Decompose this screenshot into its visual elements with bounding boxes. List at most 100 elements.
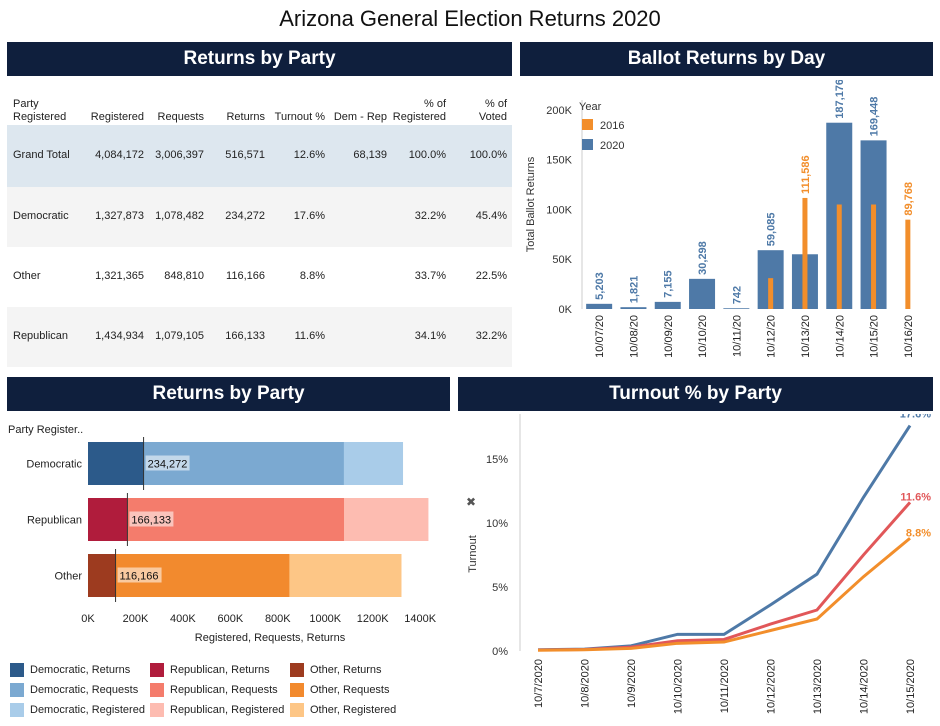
legend-swatch	[290, 703, 304, 717]
table-cell-turnout: 8.8%	[299, 270, 325, 282]
legend-title: Year	[579, 101, 602, 113]
legend-item: Democratic, Registered	[10, 703, 145, 717]
series-end-label: 17.6%	[900, 414, 931, 421]
y-tick-label: 0K	[559, 304, 573, 316]
y-tick-label: 100K	[546, 204, 572, 216]
legend-item: Other, Registered	[290, 703, 396, 717]
legend-swatch	[150, 663, 164, 677]
legend-item: Democratic, Requests	[10, 683, 138, 697]
bar-label-2020: 7,155	[663, 270, 675, 298]
table-header-returns: Returns	[226, 111, 265, 123]
legend-item: Democratic, Returns	[10, 663, 130, 677]
table-cell-pct-voted: 45.4%	[475, 210, 507, 222]
legend-label: Democratic, Returns	[30, 664, 131, 676]
table-row: Republican 1,434,934 1,079,105 166,133 11.6%…	[7, 307, 512, 367]
data-label-bg	[117, 567, 162, 583]
category-label: Other	[54, 571, 82, 583]
bar-2016	[802, 197, 808, 309]
table-cell-returns: 116,166	[226, 270, 265, 282]
bar-label-2020: 169,448	[869, 97, 881, 137]
table-cell-registered: 1,321,365	[95, 270, 144, 282]
x-tick-label: 10/14/20	[834, 315, 846, 358]
table-cell-party: Grand Total	[13, 149, 70, 161]
legend-label: Republican, Requests	[170, 684, 278, 696]
table-cell-registered: 1,434,934	[95, 330, 144, 342]
x-tick-label: 400K	[170, 613, 196, 625]
table-cell-party: Republican	[13, 330, 69, 342]
x-tick-label: 0K	[81, 613, 95, 625]
bar-label-2020: 59,085	[766, 213, 778, 247]
table-cell-pct-voted: 100.0%	[469, 149, 507, 161]
legend-label-2016: 2016	[600, 120, 624, 132]
bar-2020	[723, 308, 750, 309]
x-tick-label: 600K	[217, 613, 243, 625]
legend-item: Other, Requests	[290, 683, 390, 697]
x-tick-label: 10/08/20	[628, 315, 640, 358]
bar-2020	[620, 307, 647, 309]
data-label-returns: 166,133	[131, 515, 171, 527]
bar-label-2016: 89,768	[903, 182, 915, 216]
x-tick-label: 10/11/20	[731, 315, 743, 357]
legend-swatch	[10, 703, 24, 717]
x-tick-label: 10/15/20	[869, 315, 881, 358]
legend-swatch	[10, 663, 24, 677]
y-tick-label: 15%	[486, 454, 508, 466]
x-tick-label: 10/12/2020	[766, 659, 778, 714]
x-tick-label: 10/13/20	[800, 315, 812, 358]
y-tick-label: 150K	[546, 155, 572, 167]
legend-label: Democratic, Requests	[30, 684, 139, 696]
x-tick-label: 10/14/2020	[859, 659, 871, 714]
bar-label-2020: 1,821	[628, 276, 640, 304]
bar-2020	[586, 303, 613, 309]
bar-2020	[654, 301, 681, 309]
table-cell-turnout: 17.6%	[293, 210, 325, 222]
legend-item: Republican, Returns	[150, 663, 270, 677]
legend-item: Republican, Registered	[150, 703, 284, 717]
table-cell-dem-rep: 68,139	[353, 149, 387, 161]
x-tick-label: 10/10/2020	[673, 659, 685, 714]
x-tick-label: 1400K	[404, 613, 436, 625]
legend-label: Republican, Returns	[170, 664, 270, 676]
bar-label-2020: 30,298	[697, 241, 709, 275]
y-axis-title: Total Ballot Returns	[525, 156, 537, 252]
bar-returns	[88, 554, 116, 597]
bar-2020	[689, 278, 716, 309]
series-end-label: 11.6%	[900, 491, 931, 503]
legend-label: Other, Requests	[310, 684, 390, 696]
table-row: Grand Total 4,084,172 3,006,397 516,571 12.6…	[7, 125, 512, 188]
row-header-label: Party Register..	[8, 424, 83, 436]
category-label: Republican	[27, 515, 82, 527]
bar-returns	[88, 498, 128, 541]
returns-table-banner: Returns by Party	[7, 42, 512, 76]
pin-icon: ✖	[466, 495, 476, 509]
x-tick-label: 10/12/20	[766, 315, 778, 358]
table-cell-turnout: 11.6%	[294, 330, 325, 342]
x-tick-label: 10/09/20	[663, 315, 675, 358]
y-tick-label: 50K	[552, 254, 572, 266]
x-tick-label: 10/8/2020	[580, 659, 592, 708]
table-cell-turnout: 12.6%	[293, 149, 325, 161]
series-line	[537, 424, 912, 652]
table-header-pct-registered: % of Registered	[392, 98, 446, 123]
page-title: Arizona General Election Returns 2020	[279, 6, 661, 31]
x-tick-label: 10/07/20	[594, 315, 606, 358]
x-tick-label: 1000K	[309, 613, 341, 625]
legend-item: Republican, Requests	[150, 683, 278, 697]
bar-label-2016: 111,586	[800, 155, 812, 194]
bar-returns	[88, 442, 144, 485]
bar-2016	[905, 219, 911, 309]
table-header-party: Party Registered	[13, 98, 67, 123]
bar-2016	[836, 204, 842, 309]
legend-item: Other, Returns	[290, 663, 382, 677]
table-cell-requests: 3,006,397	[155, 149, 204, 161]
table-header-dem-rep: Dem - Rep	[333, 111, 387, 123]
x-tick-label: 200K	[123, 613, 149, 625]
table-cell-requests: 1,079,105	[155, 330, 204, 342]
legend-swatch-2016	[582, 119, 593, 130]
returns-bar-chart: Party Register.. 234,272 Democratic 166,133…	[8, 424, 437, 644]
x-tick-label: 800K	[265, 613, 291, 625]
x-axis-title: Registered, Requests, Returns	[195, 632, 346, 644]
data-label-bg	[145, 455, 190, 471]
legend-swatch	[150, 703, 164, 717]
table-header-row: Party Registered Registered Requests Ret…	[7, 98, 512, 128]
